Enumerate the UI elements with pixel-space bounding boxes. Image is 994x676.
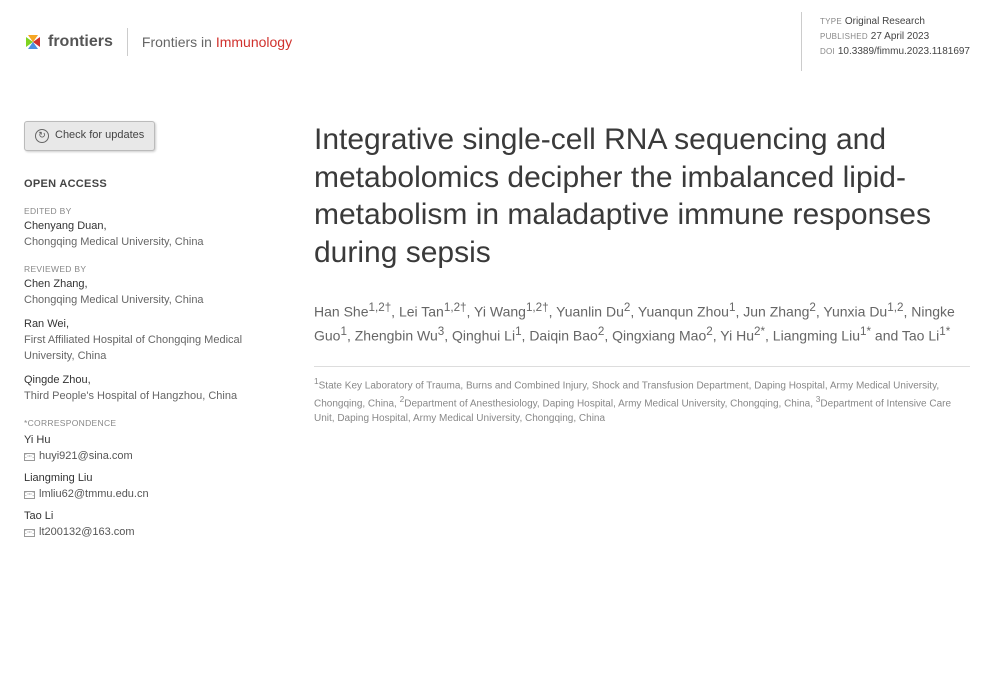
reviewer: Ran Wei, First Affiliated Hospital of Ch… bbox=[24, 317, 254, 365]
envelope-icon bbox=[24, 453, 35, 461]
corr-name: Yi Hu bbox=[24, 433, 254, 449]
article-meta: TYPE Original Research PUBLISHED 27 Apri… bbox=[801, 12, 970, 71]
journal-prefix: Frontiers in bbox=[142, 34, 216, 50]
envelope-icon bbox=[24, 529, 35, 537]
editor: Chenyang Duan, Chongqing Medical Univers… bbox=[24, 219, 254, 251]
sidebar: ↻ Check for updates OPEN ACCESS EDITED B… bbox=[24, 121, 254, 553]
header-divider bbox=[127, 28, 128, 56]
edited-by-block: EDITED BY Chenyang Duan, Chongqing Medic… bbox=[24, 205, 254, 251]
reviewer-affil: Chongqing Medical University, China bbox=[24, 293, 254, 309]
envelope-icon bbox=[24, 491, 35, 499]
author-list: Han She1,2†, Lei Tan1,2†, Yi Wang1,2†, Y… bbox=[314, 299, 970, 348]
check-updates-label: Check for updates bbox=[55, 128, 144, 144]
corr-email[interactable]: lt200132@163.com bbox=[24, 525, 254, 541]
corr-email[interactable]: huyi921@sina.com bbox=[24, 449, 254, 465]
corr-email[interactable]: lmliu62@tmmu.edu.cn bbox=[24, 487, 254, 503]
reviewer-affil: First Affiliated Hospital of Chongqing M… bbox=[24, 333, 254, 365]
reviewer: Chen Zhang, Chongqing Medical University… bbox=[24, 277, 254, 309]
correspondence-item: Tao Li lt200132@163.com bbox=[24, 509, 254, 541]
page-header: frontiers Frontiers in Immunology TYPE O… bbox=[0, 0, 994, 81]
reviewer-affil: Third People's Hospital of Hangzhou, Chi… bbox=[24, 389, 254, 405]
frontiers-logo-icon bbox=[24, 33, 42, 51]
correspondence-item: Liangming Liu lmliu62@tmmu.edu.cn bbox=[24, 471, 254, 503]
meta-published-label: PUBLISHED bbox=[820, 32, 868, 41]
correspondence-item: Yi Hu huyi921@sina.com bbox=[24, 433, 254, 465]
reviewer: Qingde Zhou, Third People's Hospital of … bbox=[24, 373, 254, 405]
affiliation-list: 1State Key Laboratory of Trauma, Burns a… bbox=[314, 366, 970, 427]
open-access-badge: OPEN ACCESS bbox=[24, 177, 254, 193]
reviewer-name: Qingde Zhou, bbox=[24, 373, 254, 389]
main-content: Integrative single-cell RNA sequencing a… bbox=[254, 121, 970, 553]
publisher-name: frontiers bbox=[48, 33, 113, 51]
refresh-icon: ↻ bbox=[35, 129, 49, 143]
reviewed-by-block: REVIEWED BY Chen Zhang, Chongqing Medica… bbox=[24, 263, 254, 405]
meta-type-value: Original Research bbox=[845, 16, 925, 27]
reviewer-name: Ran Wei, bbox=[24, 317, 254, 333]
reviewer-name: Chen Zhang, bbox=[24, 277, 254, 293]
correspondence-block: *CORRESPONDENCE Yi Hu huyi921@sina.com L… bbox=[24, 417, 254, 541]
article-title: Integrative single-cell RNA sequencing a… bbox=[314, 121, 970, 271]
corr-name: Liangming Liu bbox=[24, 471, 254, 487]
editor-affil: Chongqing Medical University, China bbox=[24, 235, 254, 251]
corr-name: Tao Li bbox=[24, 509, 254, 525]
journal-name: Frontiers in Immunology bbox=[142, 34, 292, 50]
meta-published-value: 27 April 2023 bbox=[871, 31, 929, 42]
correspondence-label: *CORRESPONDENCE bbox=[24, 417, 254, 429]
journal-highlight: Immunology bbox=[216, 34, 292, 50]
meta-doi-label: DOI bbox=[820, 47, 835, 56]
reviewed-by-label: REVIEWED BY bbox=[24, 263, 254, 275]
content-area: ↻ Check for updates OPEN ACCESS EDITED B… bbox=[0, 121, 994, 553]
check-updates-button[interactable]: ↻ Check for updates bbox=[24, 121, 155, 151]
publisher-logo: frontiers bbox=[24, 33, 113, 51]
edited-by-label: EDITED BY bbox=[24, 205, 254, 217]
editor-name: Chenyang Duan, bbox=[24, 219, 254, 235]
meta-doi-value: 10.3389/fimmu.2023.1181697 bbox=[838, 46, 970, 57]
meta-type-label: TYPE bbox=[820, 17, 842, 26]
